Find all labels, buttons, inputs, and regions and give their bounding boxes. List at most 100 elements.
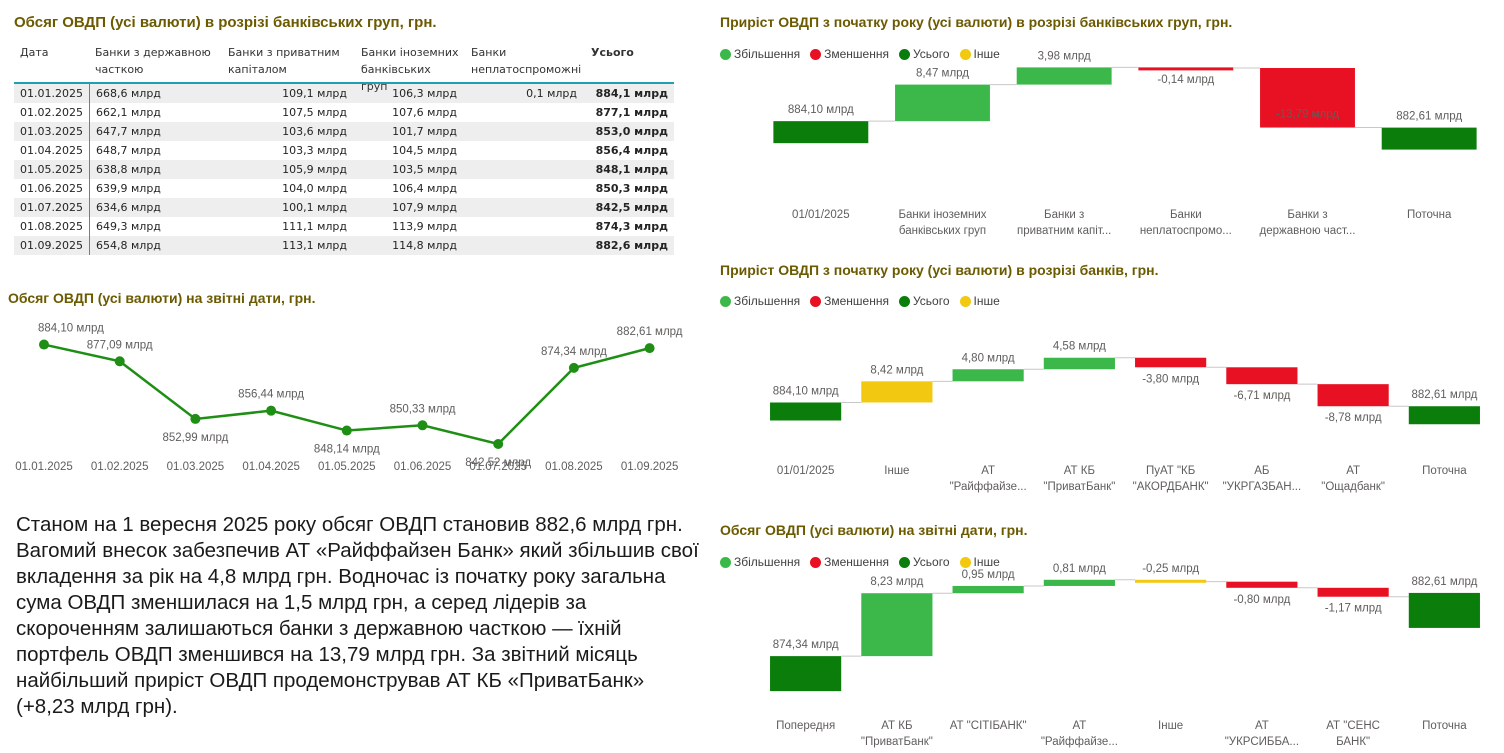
line-point[interactable]: [417, 420, 428, 431]
x-tick-label: АТ: [1255, 720, 1269, 732]
data-label: 882,61 млрд: [1411, 389, 1477, 401]
data-label: 882,61 млрд: [1396, 111, 1462, 123]
line-point[interactable]: [39, 339, 49, 350]
waterfall-bar[interactable]: [1317, 587, 1389, 597]
data-label: 8,23 млрд: [870, 576, 923, 588]
legend-item[interactable]: Інше: [959, 294, 1000, 308]
x-tick-label: Банки: [1170, 209, 1202, 221]
table-cell: 649,3 млрд: [89, 217, 222, 236]
table-cell: [465, 103, 585, 122]
col-header-insolvent[interactable]: Банки неплатоспроможні: [471, 46, 582, 76]
legend-dot: [959, 295, 971, 307]
legend-label: Зменшення: [824, 47, 889, 61]
waterfall-bar[interactable]: [895, 84, 990, 122]
x-tick-label: "Ощадбанк": [1321, 481, 1385, 493]
line-point[interactable]: [341, 425, 352, 436]
data-label: -3,80 млрд: [1142, 373, 1199, 385]
table-cell: 639,9 млрд: [89, 179, 222, 198]
col-header-foreign[interactable]: Банки іноземних банківських груп: [361, 46, 459, 93]
x-tick-label: 01.04.2025: [242, 461, 300, 473]
line-point[interactable]: [493, 438, 504, 449]
waterfall-bar[interactable]: [770, 402, 842, 421]
table-cell: 100,1 млрд: [282, 201, 347, 214]
waterfall-bar[interactable]: [1135, 579, 1207, 583]
waterfall-bar[interactable]: [1226, 581, 1298, 588]
waterfall-chart-monthly: 874,34 млрд Попередня 8,23 млрд АТ КБ "Прива…: [770, 563, 1480, 748]
data-label: 874,34 млрд: [541, 346, 607, 358]
x-tick-label: "Райффайзе...: [1041, 736, 1118, 748]
waterfall-bar[interactable]: [1408, 406, 1480, 425]
legend-item[interactable]: Збільшення: [720, 294, 800, 308]
waterfall-bar[interactable]: [952, 585, 1024, 594]
legend-item[interactable]: Усього: [898, 555, 950, 569]
table-cell: [465, 141, 585, 160]
legend-label: Збільшення: [734, 294, 801, 308]
legend-item[interactable]: Інше: [959, 555, 1000, 569]
summary-text: Станом на 1 вересня 2025 року обсяг ОВДП…: [16, 513, 699, 718]
table-cell: [465, 236, 585, 255]
legend-item[interactable]: Збільшення: [720, 555, 800, 569]
waterfall-bar[interactable]: [1138, 67, 1234, 71]
waterfall-bar[interactable]: [861, 381, 933, 403]
table-row: 01.04.2025 648,7 млрд 103,3 млрд 104,5 млрд…: [14, 141, 674, 160]
waterfall-bar[interactable]: [1381, 127, 1477, 150]
table-cell: 856,4 млрд: [595, 144, 668, 157]
table-cell: 848,1 млрд: [595, 163, 668, 176]
line-chart-title: Обсяг ОВДП (усі валюти) на звітні дати, …: [8, 290, 316, 306]
legend-label: Інше: [973, 294, 1000, 308]
waterfall-bar[interactable]: [1135, 357, 1207, 368]
x-tick-label: АТ: [981, 465, 995, 477]
line-point[interactable]: [568, 362, 579, 373]
table-cell: 106,3 млрд: [392, 87, 457, 100]
legend-item[interactable]: Зменшення: [810, 294, 889, 308]
line-point[interactable]: [644, 343, 655, 354]
legend-item[interactable]: Збільшення: [720, 47, 800, 61]
table-cell: 01.06.2025: [20, 182, 83, 195]
col-header-state[interactable]: Банки з державною часткою: [95, 46, 211, 76]
data-label: -0,14 млрд: [1157, 74, 1214, 86]
table-cell: 842,5 млрд: [595, 201, 668, 214]
col-header-date[interactable]: Дата: [20, 46, 49, 59]
data-label: 3,98 млрд: [1038, 50, 1091, 62]
table-cell: 877,1 млрд: [595, 106, 668, 119]
table-row: 01.06.2025 639,9 млрд 104,0 млрд 106,4 млрд…: [14, 179, 674, 198]
x-tick-label: ПуАТ "КБ: [1146, 465, 1195, 477]
waterfall-bar[interactable]: [773, 121, 869, 144]
waterfall-bar[interactable]: [952, 369, 1024, 382]
waterfall-bar[interactable]: [1016, 67, 1112, 85]
line-point[interactable]: [190, 413, 201, 424]
legend-item[interactable]: Усього: [898, 294, 950, 308]
waterfall-bar[interactable]: [1260, 68, 1355, 128]
col-header-private[interactable]: Банки з приватним капіталом: [228, 46, 340, 76]
data-label: 874,34 млрд: [773, 639, 839, 651]
x-tick-label: 01.01.2025: [15, 461, 73, 473]
data-label: 856,44 млрд: [238, 389, 304, 401]
x-tick-label: 01.09.2025: [621, 461, 679, 473]
legend-dot: [959, 556, 971, 568]
line-point[interactable]: [114, 356, 125, 367]
waterfall-bar[interactable]: [1317, 384, 1389, 407]
waterfall-bar[interactable]: [1043, 357, 1115, 370]
legend-label: Збільшення: [734, 555, 801, 569]
table-cell: 647,7 млрд: [89, 122, 222, 141]
waterfall-bar[interactable]: [1043, 579, 1115, 586]
line-point[interactable]: [266, 405, 277, 416]
x-tick-label: АТ: [1346, 465, 1360, 477]
table-body: 01.01.2025 668,6 млрд 109,1 млрд 106,3 млрд…: [14, 84, 674, 255]
table-cell: 662,1 млрд: [89, 103, 222, 122]
waterfall-bar[interactable]: [1408, 592, 1480, 628]
x-tick-label: "УКРСИББА...: [1225, 736, 1299, 748]
data-label: 884,10 млрд: [773, 385, 839, 397]
waterfall-bar[interactable]: [1226, 367, 1298, 385]
col-header-total[interactable]: Усього: [591, 46, 634, 59]
x-tick-label: АТ КБ: [881, 720, 912, 732]
legend-item[interactable]: Зменшення: [810, 555, 889, 569]
waterfall-bar[interactable]: [861, 593, 933, 657]
waterfall-bar[interactable]: [770, 656, 842, 692]
data-label: 852,99 млрд: [162, 432, 228, 444]
legend-item[interactable]: Інше: [959, 47, 1000, 61]
table-header: Дата Банки з державною часткою Банки з п…: [14, 40, 674, 93]
legend-item[interactable]: Усього: [898, 47, 950, 61]
x-tick-label: приватним капіт...: [1017, 225, 1111, 237]
legend-item[interactable]: Зменшення: [810, 47, 889, 61]
